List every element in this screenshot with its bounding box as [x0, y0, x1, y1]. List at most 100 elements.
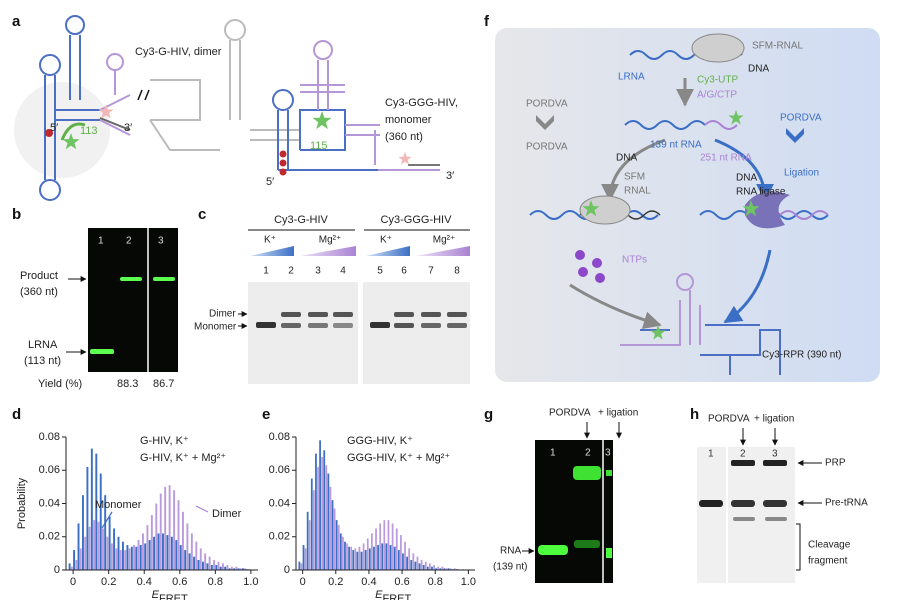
histogram-bar [344, 541, 346, 570]
histogram-bar [341, 536, 344, 570]
histogram-bar [445, 568, 448, 570]
x-tick-label: 0.4 [361, 576, 376, 588]
histogram-bar [170, 536, 173, 570]
condition-label: Mg²⁺ [433, 235, 456, 246]
histogram-bar [144, 543, 147, 570]
histogram-bar [335, 520, 338, 570]
condition-label: K⁺ [380, 235, 392, 246]
end-label: 3′ [446, 170, 454, 182]
histogram-bar [162, 533, 164, 570]
x-axis-label-sub: FRET [159, 593, 188, 600]
histogram-bar [224, 566, 227, 570]
histogram-bar [233, 568, 236, 570]
histogram-bar [210, 565, 213, 570]
histogram-bar [186, 523, 189, 570]
histogram-bar [90, 448, 93, 570]
histogram-bar [157, 533, 160, 570]
histogram-bar [337, 525, 340, 570]
histogram-bar [95, 453, 98, 570]
band-label: (139 nt) [493, 562, 527, 573]
histogram-bar [325, 465, 328, 570]
schematic [495, 28, 880, 382]
histogram-bar [219, 566, 222, 570]
lane-label: 3 [772, 449, 778, 460]
panel-letter: f [484, 13, 490, 30]
histogram-bar [346, 543, 348, 570]
histogram-bar [426, 566, 429, 570]
histogram-bar [410, 560, 413, 570]
histogram-bar [122, 541, 124, 570]
label: 139 nt RNA [650, 140, 702, 151]
histogram-bar [339, 533, 342, 570]
histogram-bar [130, 546, 133, 570]
histogram-bar [126, 545, 129, 570]
annotation-arrow [195, 505, 209, 513]
histogram-bar [429, 563, 431, 570]
histogram-bar [329, 486, 332, 570]
x-tick-label: 1.0 [243, 576, 258, 588]
label: NTPs [622, 255, 647, 266]
label: DNA [736, 173, 757, 184]
lane-label: 6 [401, 266, 407, 277]
histogram-bar [420, 560, 423, 570]
end-label: 3′ [124, 122, 132, 134]
x-tick-label: 0.2 [101, 576, 116, 588]
panel-letter: h [690, 406, 699, 423]
histogram-bar [323, 450, 326, 570]
histogram-bar [383, 520, 386, 570]
histogram-bar [300, 563, 303, 570]
label: Cy3-UTP [697, 75, 738, 86]
panel-letter: g [484, 406, 493, 423]
bracket [796, 523, 801, 571]
lane-label: 1 [98, 236, 104, 247]
histogram-bar [133, 545, 136, 570]
band-label: Monomer [194, 322, 237, 333]
y-tick-label: 0.06 [269, 464, 290, 476]
y-axis-label: Probability [16, 477, 28, 529]
histogram-bar [113, 528, 116, 570]
histogram-bar [312, 490, 315, 570]
label: DNA [748, 64, 769, 75]
histogram-bar [75, 560, 78, 570]
lane-label: 7 [428, 266, 434, 277]
x-tick-label: 0.6 [394, 576, 409, 588]
histogram-bar [348, 546, 350, 570]
annotation: Monomer [95, 499, 142, 511]
histogram-bar [381, 543, 384, 570]
histogram-bar [230, 566, 233, 570]
histogram-bar [164, 486, 167, 570]
histogram-bar [389, 545, 392, 570]
legend-entry: G-HIV, K⁺ + Mg²⁺ [140, 452, 226, 464]
treatment-label: + ligation [598, 408, 638, 419]
histogram-bar [370, 533, 373, 570]
treatment-label: + ligation [754, 414, 794, 425]
y-tick-label: 0.04 [39, 497, 60, 509]
histogram-bar [228, 568, 231, 570]
legend-entry: G-HIV, K⁺ [140, 435, 189, 447]
histogram-bar [195, 541, 198, 570]
histogram-bar [159, 493, 162, 570]
x-tick-label: 0.6 [172, 576, 187, 588]
lane-label: 5 [377, 266, 383, 277]
x-tick-label: 0.8 [208, 576, 223, 588]
histogram-bar [242, 568, 244, 570]
histogram-bar [153, 536, 156, 570]
histogram-bar [354, 548, 357, 570]
treatment-label: PORDVA [708, 414, 750, 425]
histogram-bar [70, 566, 73, 570]
label: PORDVA [780, 113, 822, 124]
histogram-bar [379, 523, 382, 570]
yield-label: Yield (%) [38, 378, 82, 390]
histogram-bar [404, 541, 406, 570]
x-tick-label: 0 [70, 576, 76, 588]
histogram-bar [97, 521, 100, 570]
histogram-bar [368, 548, 371, 570]
histogram-bar [352, 550, 355, 570]
histogram-bar [146, 525, 149, 570]
label: PORDVA [526, 142, 568, 153]
lane-label: 1 [708, 449, 714, 460]
histogram-bar [217, 561, 220, 570]
legend-entry: GGG-HIV, K⁺ + Mg²⁺ [347, 452, 450, 464]
annotation-arrow [101, 511, 113, 529]
